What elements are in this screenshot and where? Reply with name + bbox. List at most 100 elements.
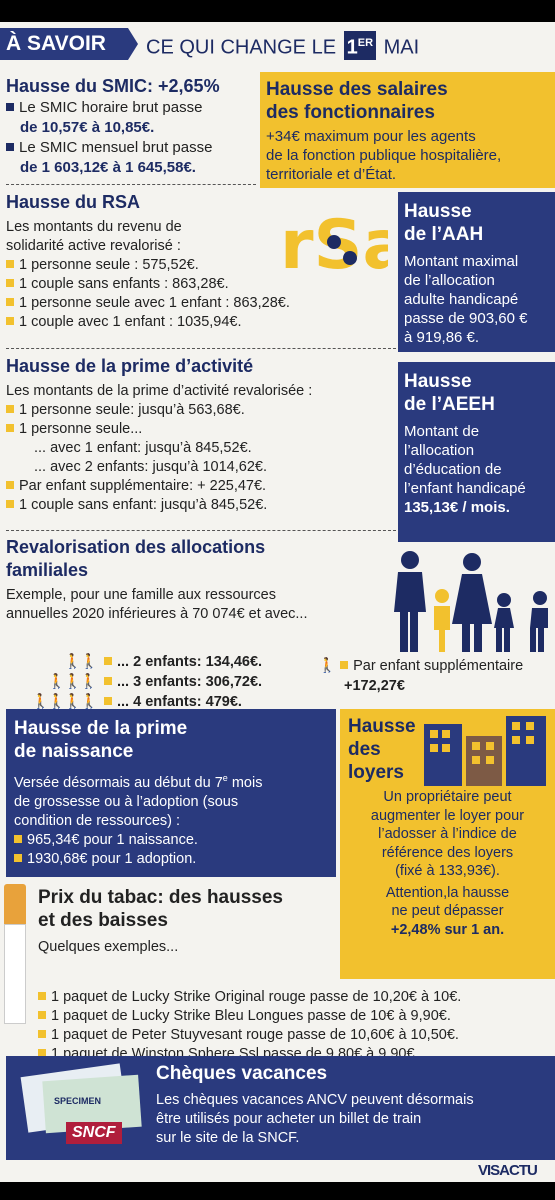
loyers-text-5: (fixé à 133,93€). <box>395 863 500 879</box>
prime-title: Hausse de la prime d’activité <box>6 356 254 376</box>
children-icon: 🚶🚶🚶 <box>47 674 98 690</box>
bullet-icon <box>6 103 14 111</box>
aah-text-3: adulte handicapé <box>404 291 519 308</box>
smic-monthly-line2: de 1 603,12€ à 1 645,58€. <box>20 159 196 176</box>
bullet-icon <box>6 279 14 287</box>
rsa-intro-1: Les montants du revenu de <box>6 219 182 235</box>
prime-intro: Les montants de la prime d’activité reva… <box>6 383 313 399</box>
loyers-text-3: l’adosser à l’indice de <box>378 826 517 842</box>
prime-item-6: 1 couple sans enfant: jusqu’à 845,52€. <box>6 496 396 515</box>
loyers-title-2: des <box>348 739 381 760</box>
naissance-text-1: Versée désormais au début du 7e mois <box>14 773 263 791</box>
header-month: MAI <box>383 36 420 59</box>
smic-hourly-line2: de 10,57€ à 10,85€. <box>20 119 155 136</box>
familiales-title-1: Revalorisation des allocations <box>6 537 266 557</box>
aah-title-2: de l’AAH <box>404 224 484 245</box>
aah-box: Hausse de l’AAH Montant maximal de l’all… <box>398 192 555 352</box>
familiales-supp: 🚶 Par enfant supplémentaire +172,27€ <box>318 656 555 696</box>
aah-text-5: à 919,86 €. <box>404 329 480 346</box>
header-title: CE QUI CHANGE LE 1ER MAI <box>146 31 419 62</box>
cheques-title: Chèques vacances <box>156 1063 328 1084</box>
prime-item-2: 1 personne seule... <box>6 420 396 439</box>
bullet-icon <box>340 661 349 669</box>
tabac-item-3: 1 paquet de Peter Stuyvesant rouge passe… <box>38 1026 555 1045</box>
loyers-text-2: augmenter le loyer pour <box>370 807 525 824</box>
cheques-illustration: SPECIMEN SNCF <box>14 1063 144 1152</box>
family-2-enfants: 🚶🚶... 2 enfants: 134,46€. <box>6 652 555 672</box>
salaires-text-3: territoriale et d’État. <box>266 166 397 183</box>
cheques-text-3: sur le site de la SNCF. <box>156 1130 300 1146</box>
naissance-item-2: 1930,68€ pour 1 adoption. <box>14 850 328 869</box>
smic-monthly-line1: Le SMIC mensuel brut passe <box>6 138 256 158</box>
rsa-section: Hausse du RSA Les montants du revenu de … <box>6 190 396 332</box>
salaires-title-1: Hausse des salaires <box>266 79 448 100</box>
rsa-item-1: 1 personne seule : 575,52€. <box>6 256 396 275</box>
aeeh-text-1: Montant de <box>404 423 480 440</box>
rsa-item-3: 1 personne seule avec 1 enfant : 863,28€… <box>6 294 396 313</box>
family-3-enfants: 🚶🚶🚶... 3 enfants: 306,72€. <box>6 672 555 692</box>
divider <box>6 348 396 349</box>
naissance-text-2: de grossesse ou à l’adoption (sous <box>14 793 239 810</box>
naissance-text-3: condition de ressources) : <box>14 812 181 829</box>
salaires-text-1: +34€ maximum pour les agents <box>266 128 476 145</box>
buildings-illustration <box>420 714 550 786</box>
bullet-icon <box>6 317 14 325</box>
header-title-text: CE QUI CHANGE LE <box>146 36 337 59</box>
aeeh-text-4: l’enfant handicapé <box>404 480 526 497</box>
tabac-title-2: et des baisses <box>38 910 168 931</box>
prime-section: Hausse de la prime d’activité Les montan… <box>6 354 396 515</box>
tabac-examples: Quelques exemples... <box>38 939 179 955</box>
smic-title: Hausse du SMIC: +2,65% <box>6 76 220 96</box>
loyers-text-6: Attention,la hausse <box>385 884 510 901</box>
loyers-text-7: ne peut dépasser <box>391 903 504 919</box>
rsa-logo-text: rSa <box>280 206 388 282</box>
bullet-icon <box>6 298 14 306</box>
bullet-icon <box>6 500 14 508</box>
bullet-icon <box>104 657 112 665</box>
tabac-item-2: 1 paquet de Lucky Strike Bleu Longues pa… <box>38 1007 555 1026</box>
aah-title-1: Hausse <box>404 201 472 222</box>
bullet-icon <box>38 1049 46 1057</box>
sncf-logo: SNCF <box>66 1122 122 1144</box>
family-illustration <box>392 548 555 658</box>
familiales-example-2: annuelles 2020 inférieures à 70 074€ et … <box>6 606 308 622</box>
familiales-section: Revalorisation des allocations familiale… <box>6 536 386 624</box>
aah-text-2: de l’allocation <box>404 272 495 289</box>
aeeh-text-5: 135,13€ / mois. <box>404 499 510 516</box>
divider <box>6 530 396 531</box>
naissance-title-1: Hausse de la prime <box>14 718 188 739</box>
rsa-logo-icon: rSa <box>280 206 408 285</box>
loyers-box: Hausse des loyers Un propriétaire peut a… <box>340 709 555 979</box>
cheques-box: SPECIMEN SNCF Chèques vacances Les chèqu… <box>6 1056 555 1160</box>
children-icon: 🚶🚶 <box>63 654 98 670</box>
footer-brand: VISACTU <box>478 1162 538 1179</box>
smic-section: Hausse du SMIC: +2,65% Le SMIC horaire b… <box>6 74 256 178</box>
aeeh-text-3: d’éducation de <box>404 461 502 478</box>
bullet-icon <box>14 834 22 843</box>
cigarette-body <box>4 924 26 1024</box>
infographic-page: À SAVOIR CE QUI CHANGE LE 1ER MAI Hausse… <box>0 22 555 1182</box>
salaires-text-2: de la fonction publique hospitalière, <box>266 147 502 164</box>
aeeh-title-1: Hausse <box>404 371 472 392</box>
bullet-icon <box>38 1011 46 1019</box>
buildings-icon <box>424 716 546 786</box>
tabac-item-1: 1 paquet de Lucky Strike Original rouge … <box>38 988 555 1007</box>
header-badge: À SAVOIR <box>0 28 128 60</box>
prime-item-1: 1 personne seule: jusqu’à 563,68€. <box>6 401 396 420</box>
bullet-icon <box>104 677 112 685</box>
bullet-icon <box>14 853 22 862</box>
naissance-title-2: de naissance <box>14 741 134 762</box>
salaires-title-2: des fonctionnaires <box>266 102 435 123</box>
child-icon: 🚶 <box>318 658 337 674</box>
specimen-label: SPECIMEN <box>54 1096 102 1106</box>
bullet-icon <box>104 697 112 705</box>
family-icon <box>394 551 548 652</box>
loyers-text-4: référence des loyers <box>381 844 514 861</box>
children-icon: 🚶🚶🚶🚶 <box>31 694 98 710</box>
familiales-title-2: familiales <box>6 560 89 580</box>
rsa-item-2: 1 couple sans enfants : 863,28€. <box>6 275 396 294</box>
familiales-example-1: Exemple, pour une famille aux ressources <box>6 587 276 603</box>
cheques-text-1: Les chèques vacances ANCV peuvent désorm… <box>156 1092 474 1108</box>
cheques-text-2: être utilisés pour acheter un billet de … <box>156 1111 422 1127</box>
naissance-box: Hausse de la prime de naissance Versée d… <box>6 709 336 877</box>
